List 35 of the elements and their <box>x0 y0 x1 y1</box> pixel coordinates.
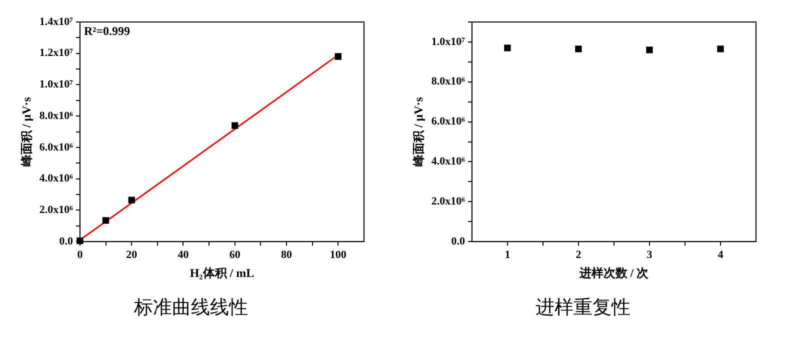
y-tick-label: 0.0 <box>451 235 466 248</box>
point <box>128 196 135 204</box>
x-axis-title: 进样次数 / 次 <box>578 266 650 280</box>
x-tick-label: 2 <box>576 249 582 262</box>
y-tick-label: 8.0x10⁶ <box>431 76 466 88</box>
x-tick-label: 1 <box>504 249 510 262</box>
x-tick-label: 80 <box>281 249 293 262</box>
y-tick-label: 2.0x10⁶ <box>39 204 74 216</box>
x-tick-label: 20 <box>126 249 138 262</box>
y-tick-label: 6.0x10⁶ <box>39 141 74 154</box>
y-tick-label: 4.0x10⁶ <box>431 156 466 168</box>
y-tick-label: 1.4x10⁷ <box>39 16 74 28</box>
point <box>102 217 110 224</box>
y-tick-label: 1.0x10⁷ <box>39 78 74 91</box>
y-tick-label: 0.0 <box>59 235 74 248</box>
y-tick-label: 1.2x10⁷ <box>39 47 74 60</box>
y-tick-label: 1.0x10⁷ <box>431 36 466 48</box>
y-tick-label: 8.0x10⁶ <box>39 110 74 122</box>
x-tick-label: 4 <box>718 249 724 262</box>
y-tick-label: 6.0x10⁶ <box>431 116 466 128</box>
y-axis-title: 峰面积 / μV·s <box>411 96 426 167</box>
x-tick-label: 100 <box>330 249 347 262</box>
x-tick-label: 60 <box>229 249 241 262</box>
text: 进样重复性 <box>536 296 630 319</box>
x-axis-title: H₂体积 / mL <box>190 266 254 280</box>
x-tick-label: 3 <box>646 249 653 262</box>
text: 标准曲线线性 <box>133 296 248 319</box>
point <box>232 122 238 129</box>
x-tick-label: 0 <box>77 249 84 262</box>
y-axis-title: 峰面积 / μV·s <box>19 96 34 167</box>
annotation: R²=0.999 <box>84 24 130 38</box>
y-tick-label: 4.0x10⁶ <box>39 172 74 185</box>
point <box>334 53 342 60</box>
y-tick-label: 2.0x10⁶ <box>431 196 466 208</box>
x-tick-label: 40 <box>178 249 190 262</box>
